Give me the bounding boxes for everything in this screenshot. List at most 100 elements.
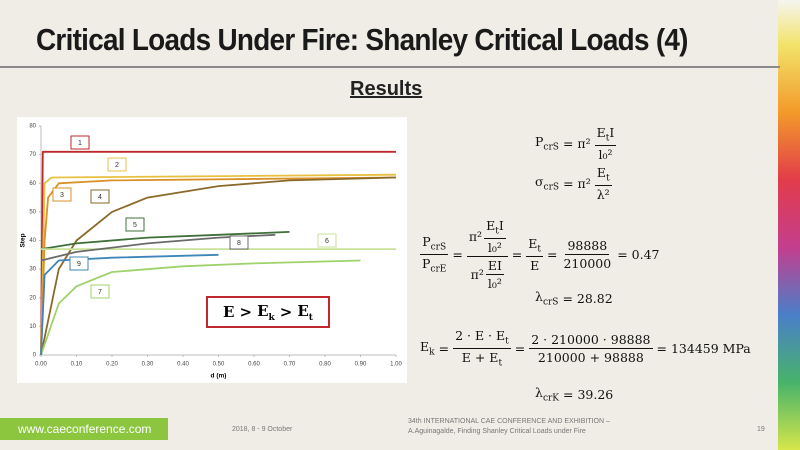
numerator: 2 · E · Et <box>453 328 511 349</box>
series-label: 5 <box>133 222 137 229</box>
footer-event: 34th INTERNATIONAL CAE CONFERENCE AND EX… <box>408 418 610 425</box>
math-sub: t <box>495 226 499 237</box>
y-tick-label: 30 <box>29 267 36 273</box>
fraction: EI l₀² <box>485 258 504 291</box>
math-sub: crS <box>543 142 559 153</box>
math-sub: k <box>429 347 435 358</box>
math-text: Ek <box>257 302 275 323</box>
series-label: 4 <box>98 194 102 201</box>
x-tick-label: 0.80 <box>319 362 331 368</box>
math-text: Ek <box>420 339 435 358</box>
math-text: σcrS <box>535 174 559 193</box>
math-text: PcrS <box>535 134 559 153</box>
x-axis-label: d (m) <box>211 373 227 380</box>
math-text: = <box>438 340 450 356</box>
math-sub: crS <box>430 242 447 253</box>
x-tick-label: 0.50 <box>213 362 225 368</box>
math-text: > <box>239 303 253 321</box>
slide-title: Critical Loads Under Fire: Shanley Criti… <box>36 22 688 57</box>
fraction: 2 · 210000 · 98888 210000 + 98888 <box>529 332 653 365</box>
formula: PcrS PcrE = π² EtI l₀² π² EI l₀² = Et E = 9888… <box>420 218 659 291</box>
math-text: I <box>498 218 504 233</box>
math-text: E <box>223 303 235 321</box>
series-label-box <box>90 189 110 204</box>
chart: 0 10 20 30 40 50 60 70 80 0.00 0.10 0.20 0.30 0.40 0.5… <box>17 117 407 383</box>
math-text: E <box>528 236 538 251</box>
math-text: E <box>596 125 606 140</box>
denominator: E + Et <box>460 349 504 369</box>
x-tick-label: 0.70 <box>284 362 296 368</box>
math-text: I <box>609 125 615 140</box>
math-text: > <box>279 303 293 321</box>
footer-date: 2018, 8 - 9 October <box>232 426 293 433</box>
x-tick-label: 1.00 <box>390 362 402 368</box>
x-tick-label: 0.10 <box>71 362 83 368</box>
series-line <box>40 231 290 250</box>
formula: λcrS = 28.82 <box>535 289 613 308</box>
numerator: 98888 <box>565 237 610 255</box>
formula: PcrS = π² EtI l₀² <box>535 125 617 162</box>
math-text: π² <box>470 266 484 282</box>
x-tick-label: 0.00 <box>35 362 47 368</box>
series-label: 8 <box>237 240 241 247</box>
numerator: EtI <box>594 125 617 146</box>
math-text: = <box>547 246 558 262</box>
math-text: P <box>422 255 431 271</box>
math-sub: t <box>605 173 610 184</box>
math-text: = <box>511 246 523 262</box>
fraction: 2 · E · Et E + Et <box>453 328 511 368</box>
y-tick-label: 0 <box>33 353 37 359</box>
math-text: 2 · E · E <box>455 328 506 343</box>
math-sub: k <box>268 312 275 323</box>
math-text: P <box>535 134 544 149</box>
y-tick-label: 40 <box>29 238 36 244</box>
y-tick-label: 70 <box>29 152 36 158</box>
series-label: 1 <box>78 140 82 147</box>
math-text: E <box>257 301 269 320</box>
math-sub: t <box>505 336 509 347</box>
fraction: EtI l₀² <box>594 125 617 162</box>
formula: λcrK = 39.26 <box>535 385 613 404</box>
math-text: P <box>422 234 431 250</box>
math-sub: crS <box>542 297 559 308</box>
decor-stripe <box>778 0 800 450</box>
series-label: 6 <box>325 238 329 245</box>
title-rule <box>0 66 780 68</box>
series-label: 2 <box>115 162 119 169</box>
math-text: = π² <box>562 135 591 151</box>
fraction: 98888 210000 <box>561 238 613 271</box>
series-label: 7 <box>98 289 102 296</box>
y-tick-label: 50 <box>29 209 36 215</box>
math-sub: t <box>498 358 503 368</box>
fraction: EtI l₀² <box>484 218 506 255</box>
footer-website: www.caeconference.com <box>0 418 168 440</box>
y-tick-label: 20 <box>29 295 36 301</box>
math-text: = 39.26 <box>563 386 614 402</box>
y-tick-label: 80 <box>29 124 36 130</box>
formula: σcrS = π² Et λ² <box>535 165 612 202</box>
denominator: l₀² <box>487 275 502 291</box>
series-label-box <box>90 284 110 299</box>
denominator: 210000 <box>563 255 612 271</box>
x-tick-label: 0.90 <box>355 362 367 368</box>
fraction: Et E <box>526 236 543 273</box>
math-sub: crS <box>543 182 560 193</box>
denominator: λ² <box>596 186 610 202</box>
math-text: = <box>514 340 526 356</box>
math-text: = 0.47 <box>617 246 660 262</box>
series-label-box <box>317 233 337 248</box>
math-text: = 134459 MPa <box>656 340 751 356</box>
numerator: Et <box>594 165 612 186</box>
x-tick-label: 0.40 <box>177 362 189 368</box>
math-sub: t <box>308 312 313 323</box>
series-label-box <box>52 187 72 202</box>
numerator: Et <box>526 236 543 257</box>
fraction: PcrS PcrE <box>420 234 449 274</box>
math-text: E <box>297 301 309 320</box>
x-tick-label: 0.20 <box>106 362 118 368</box>
denominator: π² EI l₀² <box>469 257 506 291</box>
math-text: = <box>452 246 463 262</box>
math-text: = π² <box>563 175 591 191</box>
math-text: E <box>420 338 430 354</box>
